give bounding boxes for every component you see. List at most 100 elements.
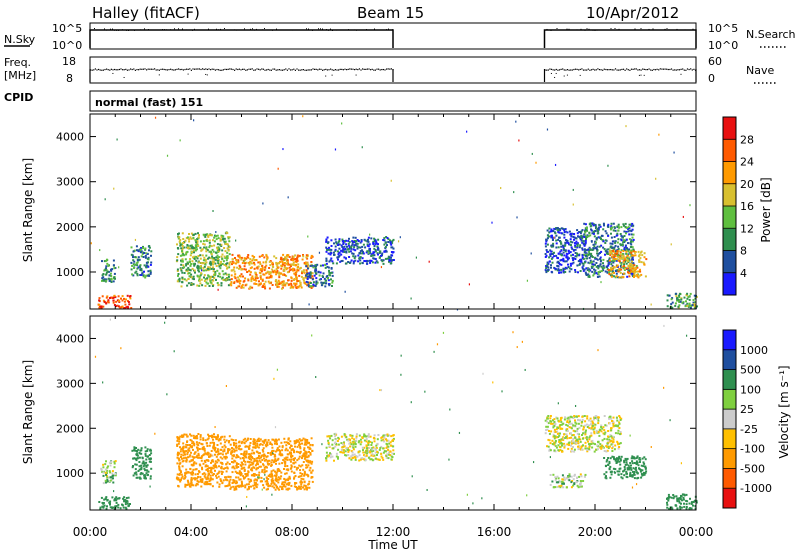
backscatter-cell [350, 443, 353, 446]
frequency-point [346, 69, 348, 71]
backscatter-cell [214, 462, 217, 465]
noise-cell [179, 139, 181, 142]
backscatter-cell [315, 281, 318, 284]
backscatter-cell [589, 435, 592, 438]
backscatter-cell [202, 233, 205, 236]
backscatter-cell [234, 262, 237, 265]
backscatter-cell [211, 248, 214, 251]
backscatter-cell [254, 271, 257, 274]
backscatter-cell [265, 264, 268, 267]
backscatter-cell [272, 461, 275, 464]
backscatter-cell [608, 271, 610, 274]
backscatter-cell [212, 438, 214, 441]
backscatter-cell [579, 232, 582, 234]
backscatter-cell [110, 476, 113, 479]
backscatter-cell [674, 292, 677, 295]
backscatter-cell [548, 256, 551, 259]
backscatter-cell [628, 272, 631, 275]
backscatter-cell [111, 296, 113, 299]
backscatter-cell [240, 453, 243, 455]
backscatter-cell [304, 283, 307, 285]
backscatter-cell [608, 260, 611, 263]
backscatter-cell [179, 242, 182, 245]
backscatter-cell [588, 274, 591, 277]
frequency-point [597, 68, 599, 70]
backscatter-cell [570, 235, 573, 238]
backscatter-cell [287, 438, 290, 441]
backscatter-cell [190, 283, 193, 286]
backscatter-cell [130, 261, 133, 264]
backscatter-cell [595, 227, 597, 230]
backscatter-cell [325, 238, 328, 241]
backscatter-cell [198, 448, 201, 450]
backscatter-cell [612, 229, 615, 232]
backscatter-cell [361, 252, 364, 255]
backscatter-cell [352, 446, 355, 449]
backscatter-cell [570, 447, 573, 450]
backscatter-cell [262, 463, 264, 466]
backscatter-cell [595, 237, 598, 240]
frequency-point [286, 69, 288, 71]
nsearch-point [618, 28, 620, 30]
frequency-point [307, 69, 309, 71]
backscatter-cell [351, 240, 354, 243]
backscatter-cell [283, 468, 285, 470]
frequency-point [552, 69, 554, 71]
backscatter-cell [189, 467, 192, 470]
backscatter-cell [368, 243, 371, 246]
noise-cell [344, 290, 346, 293]
backscatter-cell [309, 285, 312, 288]
freq-tick-top: 18 [62, 55, 76, 68]
backscatter-cell [283, 262, 286, 264]
backscatter-cell [218, 483, 221, 486]
backscatter-cell [230, 269, 233, 272]
backscatter-cell [382, 438, 385, 441]
backscatter-cell [292, 261, 295, 264]
backscatter-cell [113, 499, 116, 502]
backscatter-cell [325, 250, 328, 253]
backscatter-cell [108, 461, 111, 464]
backscatter-cell [230, 281, 233, 284]
backscatter-cell [307, 483, 310, 486]
backscatter-cell [141, 457, 144, 460]
backscatter-cell [180, 471, 182, 474]
backscatter-cell [636, 266, 639, 269]
noise-cell [607, 164, 609, 167]
noise-cell [399, 236, 401, 239]
backscatter-cell [275, 273, 278, 276]
backscatter-cell [261, 278, 264, 281]
backscatter-cell [109, 471, 112, 474]
backscatter-cell [204, 476, 207, 479]
backscatter-cell [350, 247, 353, 250]
backscatter-cell [592, 232, 595, 235]
backscatter-cell [612, 222, 615, 225]
backscatter-cell [620, 249, 623, 252]
backscatter-cell [259, 268, 262, 271]
frequency-point [187, 68, 189, 70]
backscatter-cell [290, 282, 293, 285]
backscatter-cell [178, 468, 181, 471]
backscatter-cell [280, 441, 283, 444]
frequency-point [134, 69, 136, 71]
backscatter-cell [140, 274, 143, 276]
frequency-point [570, 69, 572, 71]
frequency-point [619, 69, 621, 71]
frequency-point [267, 68, 269, 71]
nave-point [355, 74, 357, 76]
backscatter-cell [293, 258, 295, 261]
backscatter-cell [613, 266, 616, 269]
backscatter-cell [307, 464, 310, 467]
backscatter-cell [227, 249, 230, 252]
backscatter-cell [198, 279, 201, 282]
backscatter-cell [552, 242, 555, 245]
backscatter-cell [544, 256, 547, 258]
backscatter-cell [677, 298, 680, 301]
backscatter-cell [297, 487, 300, 490]
backscatter-cell [200, 272, 203, 275]
backscatter-cell [624, 266, 627, 269]
backscatter-cell [300, 485, 303, 488]
backscatter-cell [620, 226, 623, 229]
backscatter-cell [257, 261, 260, 264]
backscatter-cell [629, 265, 631, 268]
backscatter-cell [305, 466, 308, 469]
